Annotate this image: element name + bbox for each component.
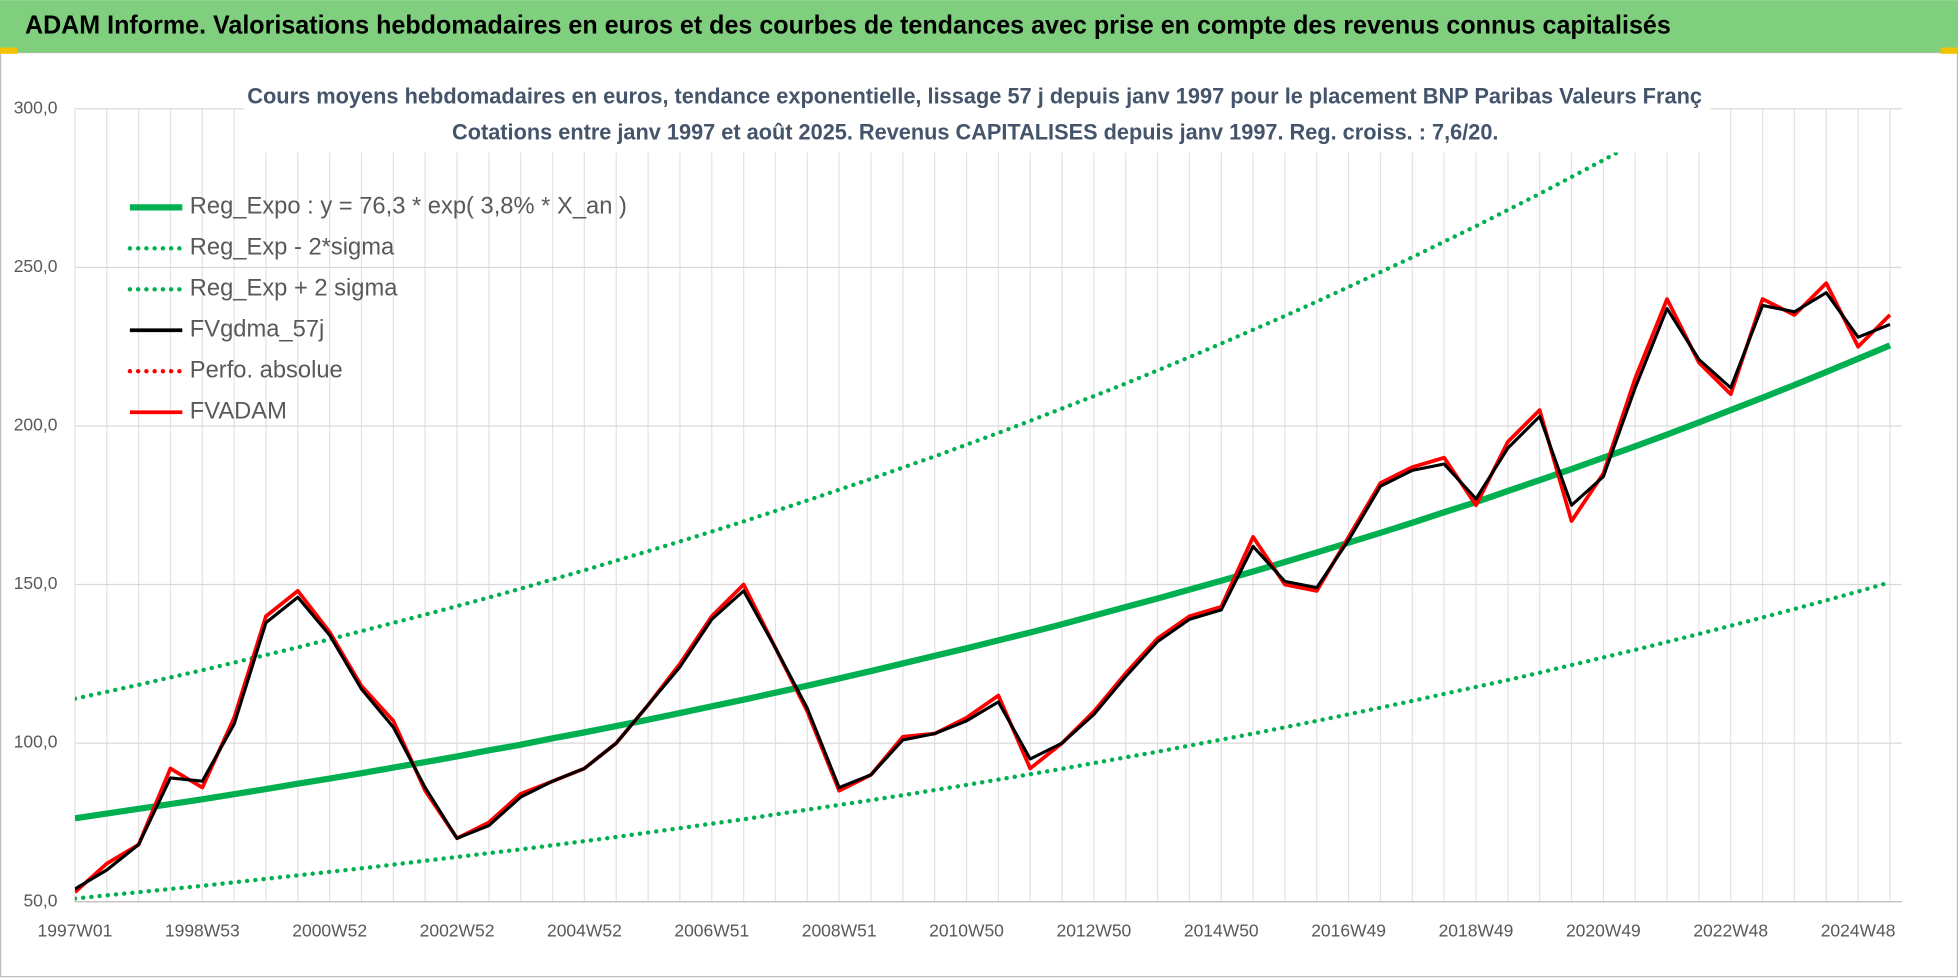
page-title: ADAM Informe. Valorisations hebdomadaire…: [25, 9, 1671, 39]
x-tick-label: 2020W49: [1566, 920, 1641, 940]
corner-accent: [1940, 47, 1958, 54]
x-tick-label: 2004W52: [547, 920, 622, 940]
legend-label: Reg_Expo : y = 76,3 * exp( 3,8% * X_an ): [190, 194, 627, 220]
series-line: [74, 342, 1892, 822]
y-tick-label: 300,0: [14, 97, 58, 117]
x-tick-label: 2008W51: [802, 920, 877, 940]
y-tick-label: 100,0: [14, 732, 58, 752]
chart-subtitle: Cotations entre janv 1997 et août 2025. …: [452, 120, 1498, 145]
x-tick-label: 2000W52: [292, 920, 367, 940]
x-tick-label: 2002W52: [420, 920, 495, 940]
x-tick-label: 1997W01: [38, 920, 113, 940]
title-background: [243, 77, 1711, 153]
corner-accent: [0, 47, 18, 54]
header-bar: [0, 0, 1958, 53]
x-tick-label: 2010W50: [929, 920, 1004, 940]
x-tick-label: 2012W50: [1056, 920, 1131, 940]
chart-title: Cours moyens hebdomadaires en euros, ten…: [247, 83, 1702, 108]
y-tick-label: 250,0: [14, 256, 58, 276]
x-tick-label: 2022W48: [1693, 920, 1768, 940]
legend-label: FVgdma_57j: [190, 317, 324, 343]
x-tick-label: 2014W50: [1184, 920, 1259, 940]
x-tick-label: 2016W49: [1311, 920, 1386, 940]
series-line: [74, 108, 1701, 701]
x-tick-label: 2006W51: [674, 920, 749, 940]
legend-label: Reg_Exp - 2*sigma: [190, 235, 395, 261]
series-line: [74, 580, 1893, 901]
x-tick-label: 2024W48: [1821, 920, 1896, 940]
legend-label: FVADAM: [190, 398, 287, 424]
legend-label: Perfo. absolue: [190, 358, 343, 384]
x-tick-label: 1998W53: [165, 920, 240, 940]
series-line: [74, 281, 1892, 894]
y-tick-label: 50,0: [23, 890, 57, 910]
y-tick-label: 200,0: [14, 415, 58, 435]
x-tick-label: 2018W49: [1439, 920, 1514, 940]
y-tick-label: 150,0: [14, 573, 58, 593]
series-line: [74, 291, 1891, 891]
legend-label: Reg_Exp + 2 sigma: [190, 276, 398, 302]
